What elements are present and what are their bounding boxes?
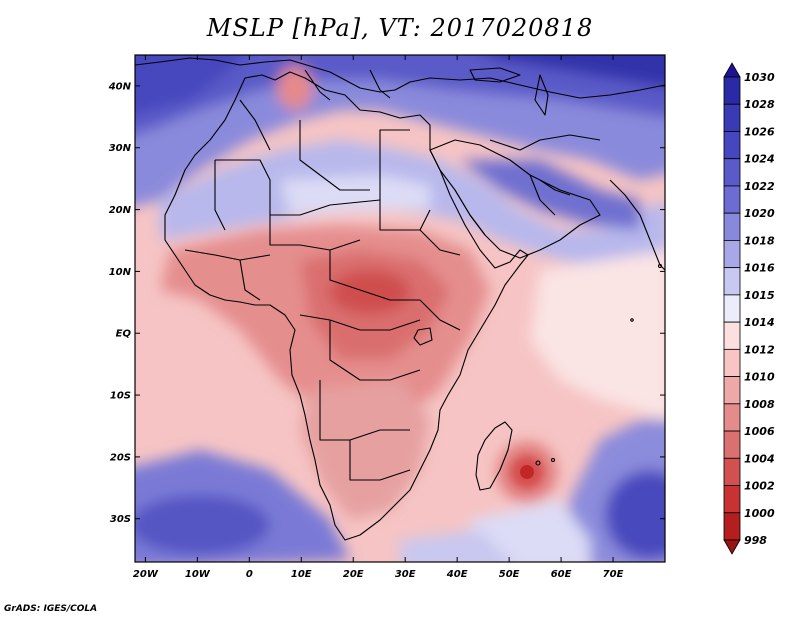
colorbar-label: 1002 bbox=[744, 480, 775, 493]
lon-label: 30E bbox=[395, 569, 416, 580]
colorbar-swatch bbox=[723, 512, 741, 541]
colorbar-label: 1008 bbox=[744, 398, 775, 411]
grads-credit: GrADS: IGES/COLA bbox=[4, 604, 98, 614]
lat-label: 10N bbox=[109, 267, 132, 278]
colorbar-label: 1006 bbox=[744, 425, 775, 438]
colorbar-swatch bbox=[723, 185, 741, 214]
coastlines bbox=[135, 57, 665, 541]
lon-label: 40E bbox=[446, 569, 468, 580]
map-frame bbox=[134, 54, 666, 563]
colorbar-swatch bbox=[723, 321, 741, 350]
lat-label: 30S bbox=[110, 514, 131, 525]
colorbar-label: 1028 bbox=[744, 98, 775, 111]
colorbar-swatch bbox=[723, 131, 741, 160]
colorbar-label: 1024 bbox=[744, 153, 775, 166]
map-title: MSLP [hPa], VT: 2017020818 bbox=[206, 14, 594, 42]
colorbar-swatch bbox=[723, 267, 741, 296]
colorbar-label: 1010 bbox=[744, 371, 775, 384]
colorbar-label: 1016 bbox=[744, 262, 775, 275]
colorbar-label: 1000 bbox=[744, 507, 775, 520]
lat-label: 20S bbox=[110, 452, 131, 463]
lon-label: 20E bbox=[343, 569, 364, 580]
pressure-field bbox=[135, 55, 665, 562]
colorbar-swatch bbox=[723, 103, 741, 132]
colorbar-label: 1015 bbox=[744, 289, 775, 302]
colorbar-label: 998 bbox=[744, 534, 767, 547]
colorbar-swatch bbox=[723, 430, 741, 459]
colorbar-swatch bbox=[723, 457, 741, 486]
lat-label: EQ bbox=[116, 329, 132, 340]
colorbar-label: 1026 bbox=[744, 125, 775, 138]
colorbar-label: 1018 bbox=[744, 234, 775, 247]
lon-label: 10E bbox=[291, 569, 312, 580]
colorbar-swatch bbox=[723, 240, 741, 269]
lat-label: 10S bbox=[110, 391, 131, 402]
lon-label: 50E bbox=[499, 569, 520, 580]
colorbar-swatch bbox=[723, 403, 741, 432]
colorbar-swatch bbox=[723, 348, 741, 377]
low-pressure-center bbox=[520, 465, 534, 479]
lat-label: 20N bbox=[109, 205, 132, 216]
colorbar-label: 1012 bbox=[744, 343, 775, 356]
colorbar-swatch bbox=[723, 76, 741, 105]
colorbar: 1030 1028 1026 1024 1022 1020 1018 1016 1015 1014… bbox=[723, 62, 775, 555]
colorbar-top-arrow bbox=[723, 62, 741, 78]
colorbar-label: 1020 bbox=[744, 207, 775, 220]
lat-label: 40N bbox=[108, 81, 132, 92]
lon-label: 70E bbox=[603, 569, 624, 580]
colorbar-label: 1022 bbox=[744, 180, 775, 193]
colorbar-label: 1004 bbox=[744, 452, 775, 465]
longitude-axis: 20W 10W 0 10E 20E 30E 40E 50E 60E 70E bbox=[133, 55, 624, 580]
lon-label: 10W bbox=[185, 569, 211, 580]
colorbar-label: 1014 bbox=[744, 316, 775, 329]
colorbar-swatch bbox=[723, 485, 741, 514]
colorbar-swatch bbox=[723, 158, 741, 187]
latitude-axis: 40N 30N 20N 10N EQ 10S 20S 30S bbox=[108, 81, 665, 525]
colorbar-swatch bbox=[723, 212, 741, 241]
lat-label: 30N bbox=[109, 143, 132, 154]
colorbar-swatch bbox=[723, 294, 741, 323]
colorbar-bottom-arrow bbox=[723, 539, 741, 555]
colorbar-swatch bbox=[723, 376, 741, 405]
colorbar-label: 1030 bbox=[744, 71, 775, 84]
lon-label: 0 bbox=[246, 569, 253, 580]
lon-label: 60E bbox=[551, 569, 572, 580]
lon-label: 20W bbox=[133, 569, 159, 580]
